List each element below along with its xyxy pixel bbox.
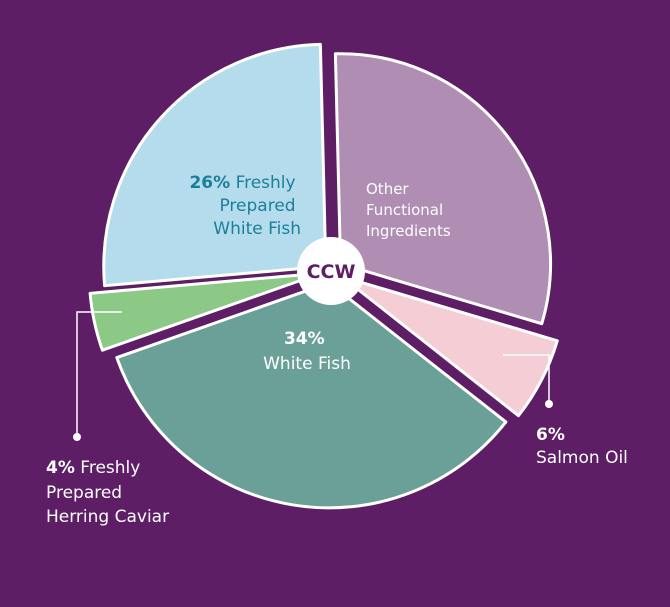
text1-other-functional-ingredients: Other [366,180,409,198]
label-other-functional-ingredients: Other Functional Ingredients [366,180,451,240]
text1-herring-caviar: Freshly [80,458,140,478]
text2-freshly-prepared-white-fish: Prepared [219,196,295,216]
label-white-fish: 34% White Fish [263,329,351,374]
label-salmon-oil: 6% Salmon Oil [536,425,628,468]
center-label: CCW [307,261,356,283]
leader-dot-herring-caviar [73,433,81,441]
pct-salmon-oil: 6% [536,425,565,445]
leader-lines [73,311,553,441]
slice-herring-caviar [88,271,323,352]
slice-other-functional-ingredients [333,52,553,326]
text1-freshly-prepared-white-fish: Freshly [236,173,296,193]
pct-freshly-prepared-white-fish: 26% [189,173,230,193]
text3-herring-caviar: Herring Caviar [46,507,169,527]
leader-herring-caviar [76,311,122,437]
text2-other-functional-ingredients: Functional [366,201,443,219]
slice-freshly-prepared-white-fish [102,42,328,288]
slice-salmon-oil [340,275,559,418]
text-white-fish: White Fish [263,354,351,374]
pie-slices [88,42,559,510]
text3-freshly-prepared-white-fish: White Fish [213,219,301,239]
text2-herring-caviar: Prepared [46,483,122,503]
label-freshly-prepared-white-fish: 26% Freshly Prepared White Fish [189,173,301,239]
slice-white-fish [115,281,508,510]
label-herring-caviar: 4% Freshly Prepared Herring Caviar [46,458,169,527]
text-salmon-oil: Salmon Oil [536,448,628,468]
slice-labels: 26% Freshly Prepared White Fish Other Fu… [46,173,628,527]
leader-dot-salmon-oil [545,400,553,408]
leader-salmon-oil [503,354,550,404]
center-circle [297,237,365,305]
text3-other-functional-ingredients: Ingredients [366,222,451,240]
pct-white-fish: 34% [284,329,325,349]
pct-herring-caviar: 4% [46,458,75,478]
